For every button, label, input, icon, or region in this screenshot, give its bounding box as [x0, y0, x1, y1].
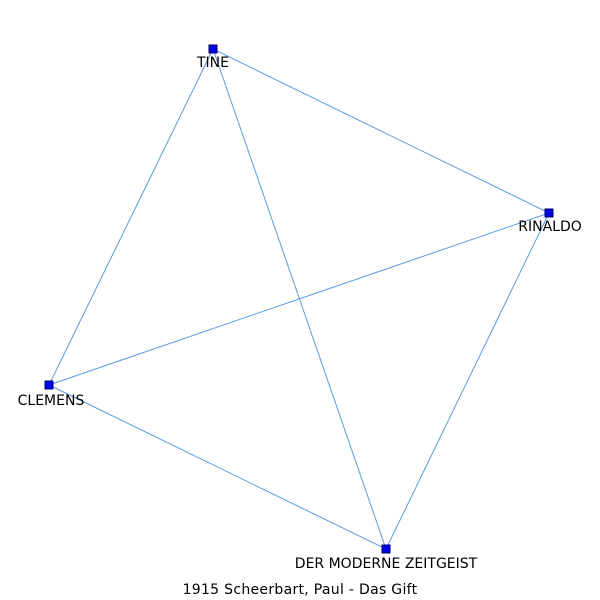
- edge-clemens-zeitgeist: [48, 384, 387, 550]
- node-label-rinaldo: RINALDO: [518, 219, 582, 235]
- node-label-clemens: CLEMENS: [18, 393, 85, 409]
- diagram-caption: 1915 Scheerbart, Paul - Das Gift: [182, 582, 418, 598]
- edge-rinaldo-zeitgeist: [385, 212, 550, 550]
- node-label-zeitgeist: DER MODERNE ZEITGEIST: [295, 556, 478, 572]
- nodes-layer: TINE RINALDO CLEMENS DER MODERNE ZEITGEIST: [18, 44, 582, 572]
- node-marker-rinaldo: [544, 208, 554, 218]
- edge-rinaldo-clemens: [48, 212, 550, 386]
- node-marker-zeitgeist: [381, 544, 391, 554]
- edge-tine-clemens: [48, 48, 214, 386]
- edge-tine-rinaldo: [212, 48, 550, 214]
- node-marker-clemens: [44, 380, 54, 390]
- edges-layer: [48, 48, 550, 550]
- node-label-tine: TINE: [196, 55, 229, 71]
- node-marker-tine: [208, 44, 218, 54]
